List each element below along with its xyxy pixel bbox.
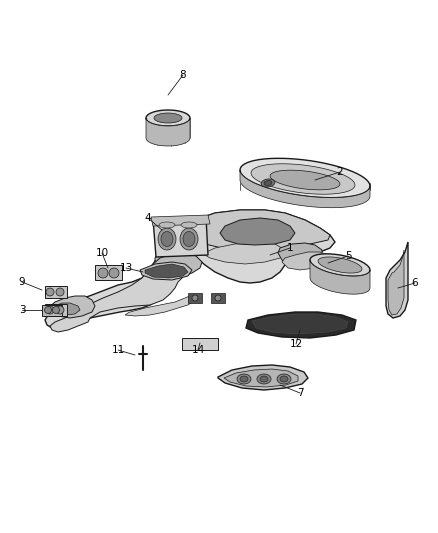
Ellipse shape (277, 374, 291, 384)
Text: 9: 9 (19, 277, 25, 287)
Polygon shape (95, 265, 122, 280)
Ellipse shape (158, 228, 176, 250)
Circle shape (192, 295, 198, 301)
Polygon shape (224, 369, 298, 387)
Polygon shape (153, 217, 208, 257)
Polygon shape (200, 242, 285, 264)
Ellipse shape (180, 228, 198, 250)
Circle shape (109, 268, 119, 278)
Text: 1: 1 (287, 243, 293, 253)
Polygon shape (310, 260, 370, 294)
Text: 12: 12 (290, 339, 303, 349)
Circle shape (46, 288, 54, 296)
Ellipse shape (181, 222, 197, 228)
Polygon shape (246, 312, 356, 338)
Polygon shape (220, 218, 295, 245)
Ellipse shape (159, 222, 175, 228)
Text: 14: 14 (191, 345, 205, 355)
Polygon shape (42, 305, 62, 316)
Polygon shape (146, 118, 190, 146)
Polygon shape (211, 293, 225, 303)
Text: 3: 3 (19, 305, 25, 315)
Text: 8: 8 (180, 70, 186, 80)
Polygon shape (45, 286, 67, 298)
Polygon shape (45, 210, 335, 328)
Text: 11: 11 (111, 345, 125, 355)
Ellipse shape (261, 179, 275, 187)
Text: 13: 13 (120, 263, 133, 273)
Circle shape (45, 306, 52, 313)
Ellipse shape (161, 231, 173, 246)
Polygon shape (282, 252, 328, 270)
Ellipse shape (264, 181, 272, 185)
Circle shape (215, 295, 221, 301)
Polygon shape (140, 262, 192, 280)
Polygon shape (240, 158, 370, 198)
Polygon shape (48, 296, 95, 318)
Polygon shape (151, 215, 210, 226)
Ellipse shape (257, 374, 271, 384)
Polygon shape (55, 303, 80, 315)
Text: 6: 6 (412, 278, 418, 288)
Polygon shape (278, 243, 322, 266)
Polygon shape (154, 113, 182, 123)
Ellipse shape (240, 376, 248, 382)
Text: 10: 10 (95, 248, 109, 258)
Polygon shape (388, 250, 404, 315)
Ellipse shape (237, 374, 251, 384)
Polygon shape (125, 295, 195, 316)
Polygon shape (50, 248, 190, 332)
Polygon shape (218, 365, 308, 390)
Circle shape (56, 306, 64, 314)
Polygon shape (182, 338, 218, 350)
Polygon shape (146, 110, 190, 126)
Polygon shape (155, 245, 198, 277)
Polygon shape (310, 254, 370, 276)
Text: 7: 7 (297, 388, 303, 398)
Circle shape (53, 306, 60, 313)
Polygon shape (192, 210, 330, 250)
Circle shape (46, 306, 54, 314)
Ellipse shape (183, 231, 195, 246)
Polygon shape (386, 242, 408, 318)
Polygon shape (318, 257, 362, 273)
Text: 4: 4 (145, 213, 151, 223)
Polygon shape (270, 170, 340, 190)
Polygon shape (252, 314, 348, 334)
Ellipse shape (280, 376, 288, 382)
Polygon shape (240, 170, 370, 208)
Circle shape (98, 268, 108, 278)
Polygon shape (45, 304, 67, 316)
Ellipse shape (260, 376, 268, 382)
Text: 5: 5 (345, 251, 351, 261)
Polygon shape (188, 293, 202, 303)
Polygon shape (145, 264, 188, 278)
Circle shape (56, 288, 64, 296)
Polygon shape (251, 164, 355, 194)
Text: 2: 2 (337, 167, 343, 177)
Polygon shape (152, 253, 202, 275)
